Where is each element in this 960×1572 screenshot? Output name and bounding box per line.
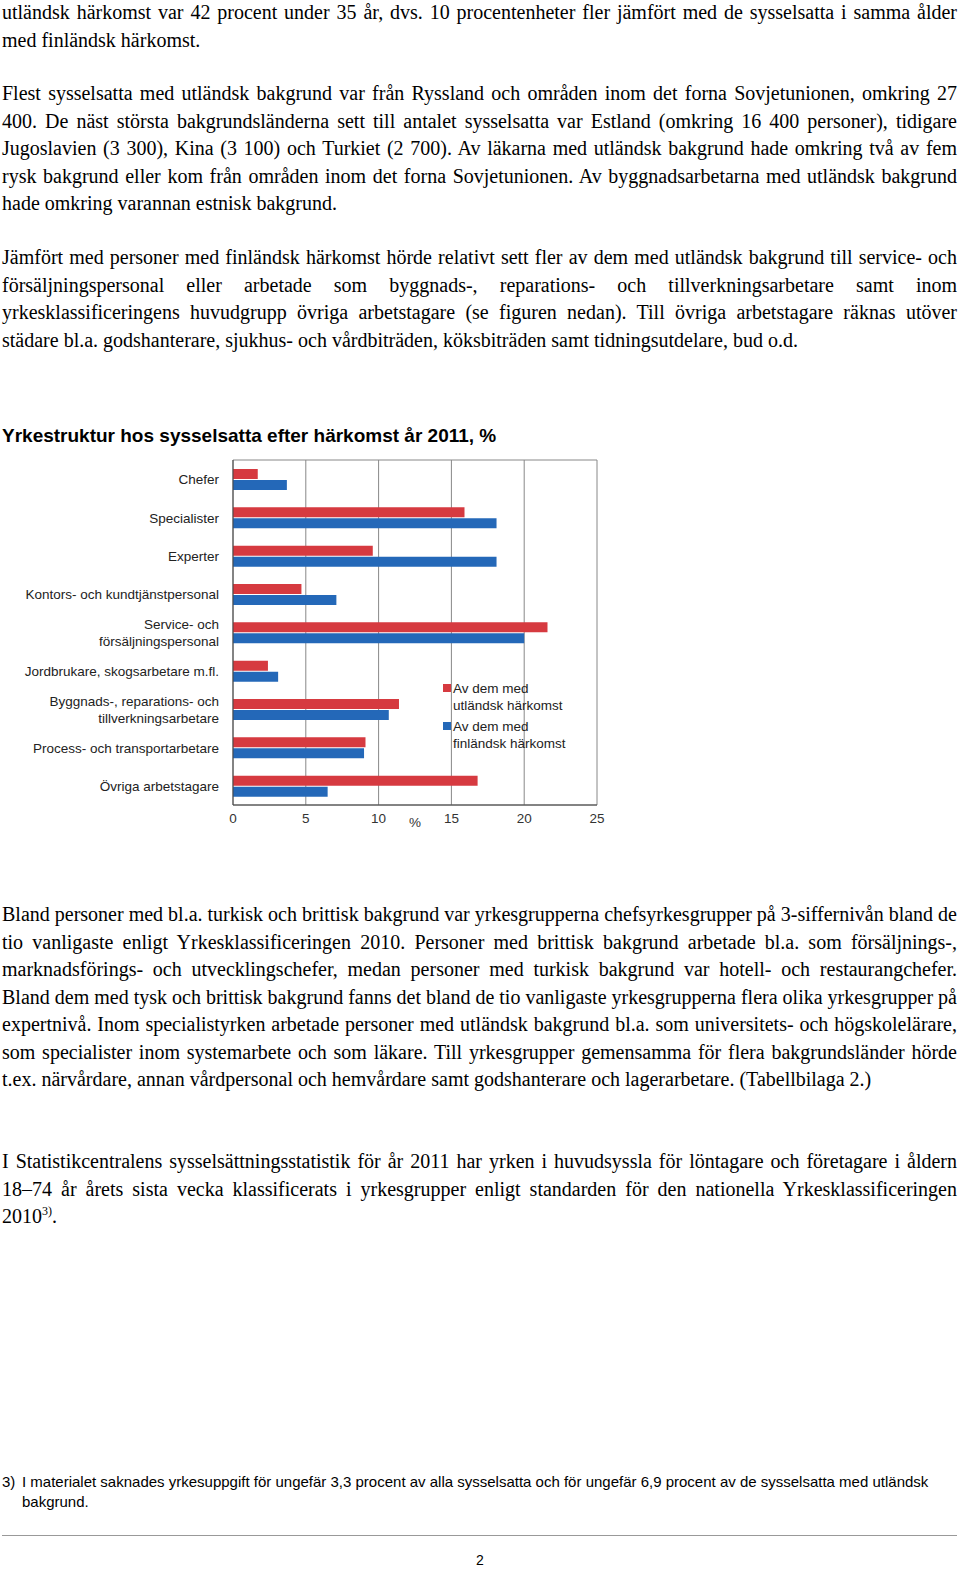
html-text:I Statistikcentralens sysselsä: I Statistikcentralens sysselsättningssta… bbox=[2, 1150, 957, 1227]
svg-text:20: 20 bbox=[517, 811, 532, 826]
html-text:3): 3) bbox=[2, 1473, 16, 1490]
html-text:Jämfört med personer med finlä: Jämfört med personer med finländsk härko… bbox=[2, 246, 957, 351]
html-text:Av dem med utländsk härkomst: Av dem med utländsk härkomst bbox=[453, 681, 563, 713]
html-text:Av dem med finländsk härkomst: Av dem med finländsk härkomst bbox=[453, 719, 566, 751]
svg-text:Experter: Experter bbox=[168, 549, 220, 564]
svg-text:Chefer: Chefer bbox=[178, 472, 219, 487]
svg-text:10: 10 bbox=[371, 811, 386, 826]
svg-text:Övriga arbetstagare: Övriga arbetstagare bbox=[100, 779, 219, 794]
svg-text:25: 25 bbox=[589, 811, 604, 826]
html-text:utländsk härkomst var 42 proce: utländsk härkomst var 42 procent under 3… bbox=[2, 1, 957, 51]
svg-text:Byggnads-, reparations- ochtil: Byggnads-, reparations- ochtillverknings… bbox=[49, 694, 219, 726]
html-text:I materialet saknades yrkesupp: I materialet saknades yrkesuppgift för u… bbox=[22, 1473, 929, 1510]
html-text:Yrkestruktur hos sysselsatta e: Yrkestruktur hos sysselsatta efter härko… bbox=[2, 425, 497, 446]
svg-text:Kontors- och kundtjänstpersona: Kontors- och kundtjänstpersonal bbox=[25, 587, 219, 602]
svg-text:5: 5 bbox=[302, 811, 310, 826]
svg-text:0: 0 bbox=[229, 811, 237, 826]
svg-text:Specialister: Specialister bbox=[149, 511, 219, 526]
svg-text:Jordbrukare, skogsarbetare m.f: Jordbrukare, skogsarbetare m.fl. bbox=[25, 664, 219, 679]
html-text:Flest sysselsatta med utländsk: Flest sysselsatta med utländsk bakgrund … bbox=[2, 82, 957, 214]
svg-text:15: 15 bbox=[444, 811, 459, 826]
svg-text:%: % bbox=[409, 815, 421, 830]
html-text:Bland personer med bl.a. turki: Bland personer med bl.a. turkisk och bri… bbox=[2, 903, 957, 1090]
svg-text:Service- ochförsäljningsperson: Service- ochförsäljningspersonal bbox=[99, 617, 219, 649]
svg-text:Process- och transportarbetare: Process- och transportarbetare bbox=[33, 741, 219, 756]
html-text:2: 2 bbox=[476, 1552, 484, 1568]
